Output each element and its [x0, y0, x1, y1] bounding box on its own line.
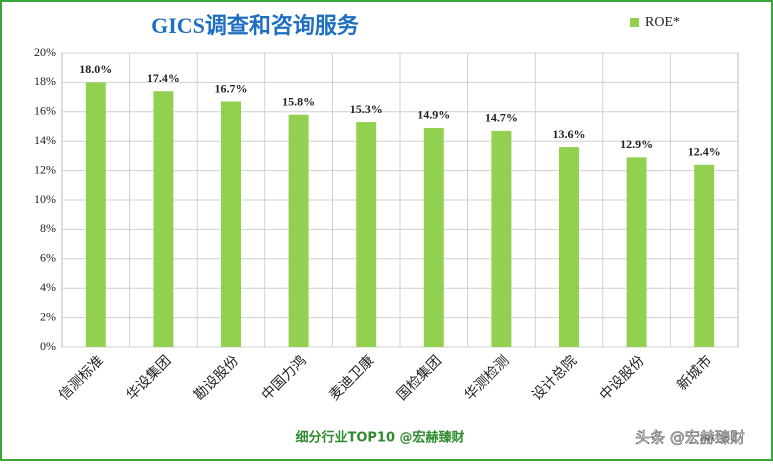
legend-swatch — [630, 18, 639, 27]
value-label: 12.9% — [620, 137, 653, 151]
y-tick-label: 6% — [40, 251, 56, 265]
value-label: 12.4% — [688, 144, 721, 158]
bar — [221, 101, 241, 347]
bar — [559, 147, 579, 347]
value-label: 14.7% — [485, 111, 518, 125]
bar — [694, 164, 715, 347]
y-tick-label: 14% — [34, 133, 56, 147]
y-tick-label: 18% — [34, 74, 56, 88]
bar — [626, 157, 647, 347]
value-label: 14.9% — [417, 108, 450, 122]
value-label: 16.7% — [215, 81, 248, 95]
bar — [423, 127, 444, 347]
chart-title: GICS调查和咨询服务 — [151, 13, 360, 38]
y-tick-label: 8% — [40, 221, 56, 235]
y-tick-label: 4% — [40, 280, 56, 294]
value-label: 17.4% — [147, 71, 180, 85]
legend-label: ROE* — [645, 15, 680, 30]
y-tick-label: 16% — [34, 104, 56, 118]
watermark: 头条 @宏赫臻财 — [635, 429, 745, 447]
bar — [491, 130, 512, 347]
value-label: 15.3% — [350, 102, 383, 116]
value-label: 13.6% — [553, 127, 586, 141]
source: 细分行业TOP10 @宏赫臻财 — [295, 430, 464, 446]
y-tick-label: 0% — [40, 339, 56, 353]
bar — [85, 82, 106, 348]
y-tick-label: 20% — [34, 45, 56, 59]
bar — [288, 114, 309, 348]
y-tick-label: 12% — [34, 162, 56, 176]
value-label: 18.0% — [79, 62, 112, 76]
bar — [356, 122, 377, 347]
bar — [153, 91, 174, 347]
y-tick-label: 2% — [40, 309, 56, 323]
y-tick-label: 10% — [34, 192, 56, 206]
value-label: 15.8% — [282, 94, 315, 108]
